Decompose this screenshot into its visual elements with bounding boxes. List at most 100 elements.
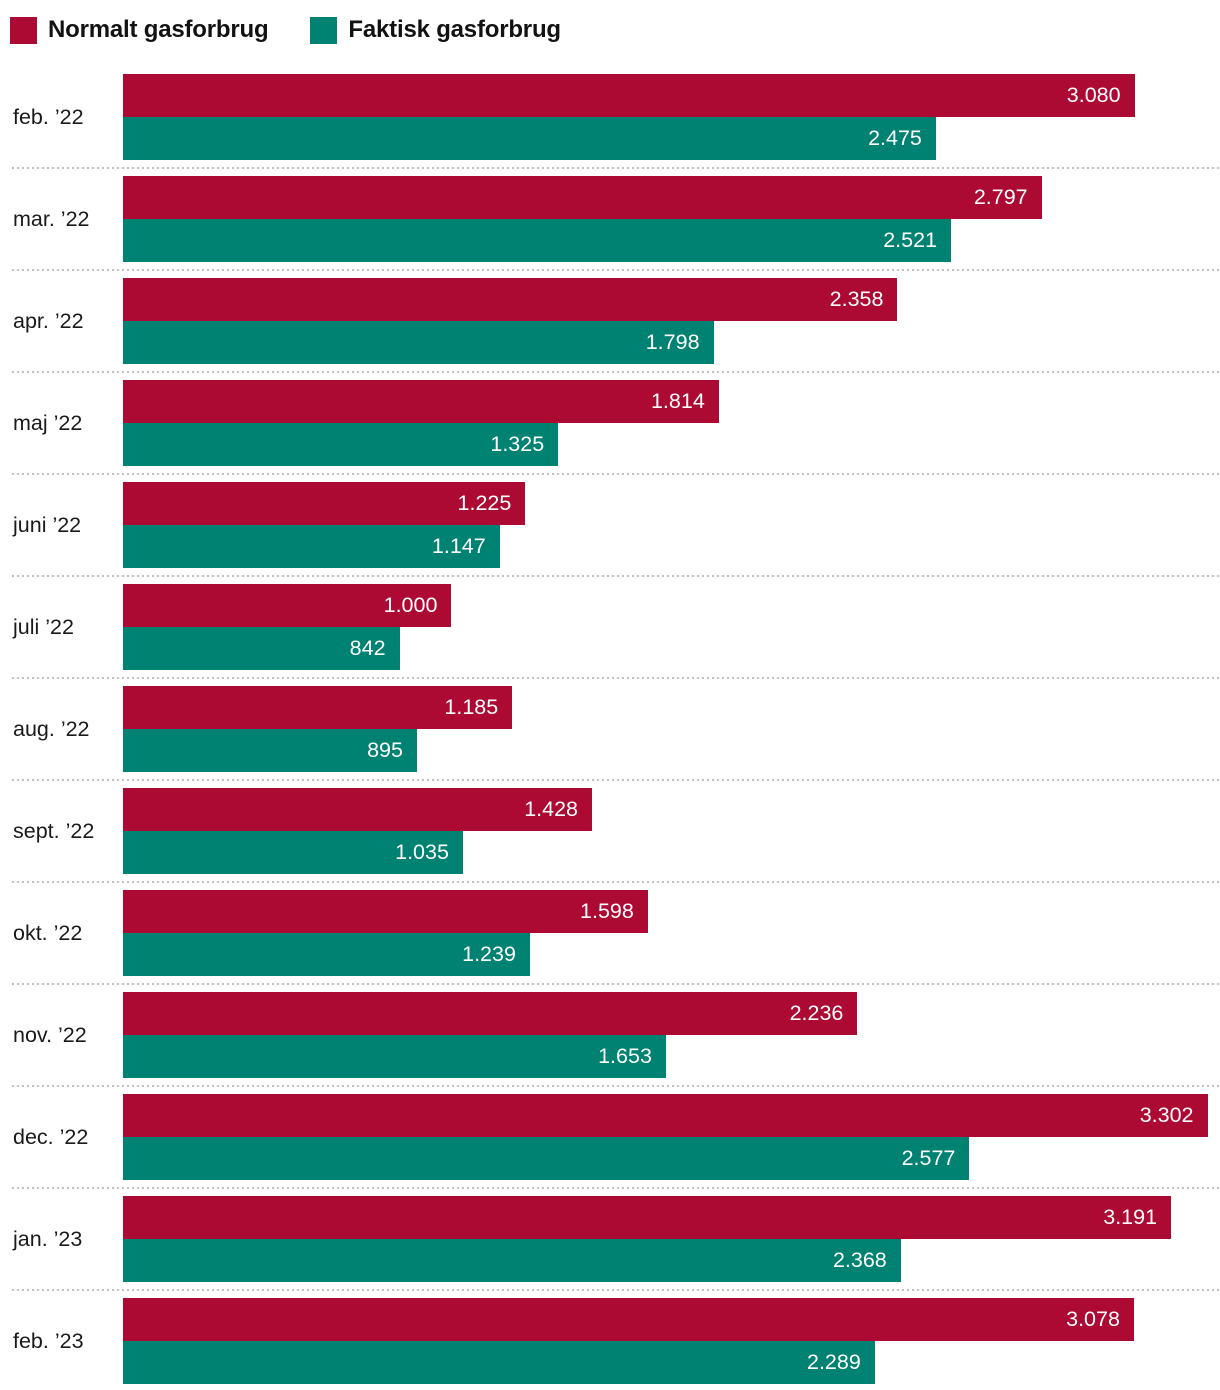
value-label: 895 bbox=[367, 738, 403, 762]
chart-row: mar. ’22 2.797 2.521 bbox=[0, 176, 1220, 262]
value-label: 2.521 bbox=[883, 228, 937, 252]
row-separator bbox=[12, 1187, 1220, 1189]
category-label: dec. ’22 bbox=[13, 1124, 89, 1149]
value-label: 2.236 bbox=[789, 1001, 844, 1025]
value-label: 1.239 bbox=[462, 942, 516, 966]
chart-row: jan. ’23 3.191 2.368 bbox=[0, 1196, 1220, 1282]
value-label: 1.325 bbox=[490, 432, 545, 456]
bar-normalt-gasforbrug: 1.428 bbox=[123, 788, 593, 831]
bar-faktisk-gasforbrug: 1.325 bbox=[123, 423, 559, 466]
value-label: 2.368 bbox=[832, 1248, 887, 1272]
row-separator bbox=[12, 269, 1220, 271]
row-separator bbox=[12, 1289, 1220, 1291]
bar-normalt-gasforbrug: 2.236 bbox=[123, 992, 858, 1035]
bar-normalt-gasforbrug: 1.185 bbox=[123, 686, 513, 729]
bar-normalt-gasforbrug: 1.000 bbox=[123, 584, 452, 627]
row-separator bbox=[12, 1085, 1220, 1087]
value-label: 1.035 bbox=[395, 840, 449, 864]
category-label: aug. ’22 bbox=[13, 716, 90, 741]
value-label: 3.191 bbox=[1103, 1205, 1158, 1229]
value-label: 1.814 bbox=[650, 389, 705, 413]
value-label: 842 bbox=[349, 636, 386, 660]
row-separator bbox=[12, 473, 1220, 475]
bar-group: 3.191 2.368 bbox=[123, 1196, 1220, 1282]
value-label: 1.653 bbox=[598, 1044, 652, 1068]
bar-normalt-gasforbrug: 3.191 bbox=[123, 1196, 1172, 1239]
bar-faktisk-gasforbrug: 2.577 bbox=[123, 1137, 970, 1180]
chart-row: maj ’22 1.814 1.325 bbox=[0, 380, 1220, 466]
bar-group: 3.080 2.475 bbox=[123, 74, 1220, 160]
bar-faktisk-gasforbrug: 1.147 bbox=[123, 525, 500, 568]
bar-chart: feb. ’22 3.080 2.475 mar. ’22 2.797 2.521 apr.… bbox=[0, 74, 1220, 1384]
bar-faktisk-gasforbrug: 2.521 bbox=[123, 219, 951, 262]
row-separator bbox=[12, 167, 1220, 169]
chart-row: nov. ’22 2.236 1.653 bbox=[0, 992, 1220, 1078]
chart-row: juli ’22 1.000 842 bbox=[0, 584, 1220, 670]
row-separator bbox=[12, 677, 1220, 679]
value-label: 3.080 bbox=[1066, 83, 1121, 107]
chart-row: sept. ’22 1.428 1.035 bbox=[0, 788, 1220, 874]
value-label: 1.225 bbox=[457, 491, 512, 515]
category-label: maj ’22 bbox=[13, 410, 83, 435]
chart-row: apr. ’22 2.358 1.798 bbox=[0, 278, 1220, 364]
category-label: feb. ’23 bbox=[13, 1328, 84, 1353]
bar-faktisk-gasforbrug: 2.289 bbox=[123, 1341, 875, 1384]
bar-group: 1.185 895 bbox=[123, 686, 1220, 772]
value-label: 1.598 bbox=[580, 899, 634, 923]
chart-row: dec. ’22 3.302 2.577 bbox=[0, 1094, 1220, 1180]
chart-row: aug. ’22 1.185 895 bbox=[0, 686, 1220, 772]
bar-group: 1.428 1.035 bbox=[123, 788, 1220, 874]
bar-normalt-gasforbrug: 3.078 bbox=[123, 1298, 1134, 1341]
value-label: 3.078 bbox=[1066, 1307, 1120, 1331]
legend-swatch-normalt-icon bbox=[10, 16, 37, 44]
category-label: nov. ’22 bbox=[13, 1022, 87, 1047]
legend-item-normalt: Normalt gasforbrug bbox=[10, 16, 269, 44]
bar-group: 1.000 842 bbox=[123, 584, 1220, 670]
bar-group: 2.358 1.798 bbox=[123, 278, 1220, 364]
bar-group: 2.797 2.521 bbox=[123, 176, 1220, 262]
value-label: 1.428 bbox=[524, 797, 579, 821]
category-label: sept. ’22 bbox=[13, 818, 95, 843]
bar-normalt-gasforbrug: 2.797 bbox=[123, 176, 1042, 219]
chart-row: okt. ’22 1.598 1.239 bbox=[0, 890, 1220, 976]
value-label: 2.797 bbox=[973, 185, 1028, 209]
row-separator bbox=[12, 983, 1220, 985]
bar-faktisk-gasforbrug: 1.798 bbox=[123, 321, 714, 364]
bar-faktisk-gasforbrug: 895 bbox=[123, 729, 417, 772]
bar-faktisk-gasforbrug: 2.368 bbox=[123, 1239, 901, 1282]
value-label: 2.358 bbox=[829, 287, 884, 311]
category-label: juni ’22 bbox=[13, 512, 82, 537]
chart-legend: Normalt gasforbrug Faktisk gasforbrug bbox=[0, 0, 1220, 48]
chart-row: juni ’22 1.225 1.147 bbox=[0, 482, 1220, 568]
category-label: juli ’22 bbox=[13, 614, 74, 639]
bar-faktisk-gasforbrug: 842 bbox=[123, 627, 400, 670]
bar-group: 1.225 1.147 bbox=[123, 482, 1220, 568]
value-label: 1.185 bbox=[444, 695, 499, 719]
legend-label-normalt: Normalt gasforbrug bbox=[48, 16, 269, 43]
bar-faktisk-gasforbrug: 2.475 bbox=[123, 117, 936, 160]
bar-group: 3.078 2.289 bbox=[123, 1298, 1220, 1384]
value-label: 2.577 bbox=[901, 1146, 956, 1170]
bar-faktisk-gasforbrug: 1.239 bbox=[123, 933, 530, 976]
chart-row: feb. ’23 3.078 2.289 bbox=[0, 1298, 1220, 1384]
bar-faktisk-gasforbrug: 1.653 bbox=[123, 1035, 666, 1078]
value-label: 3.302 bbox=[1139, 1103, 1194, 1127]
row-separator bbox=[12, 575, 1220, 577]
bar-faktisk-gasforbrug: 1.035 bbox=[123, 831, 463, 874]
bar-normalt-gasforbrug: 3.302 bbox=[123, 1094, 1208, 1137]
value-label: 2.475 bbox=[868, 126, 922, 150]
row-separator bbox=[12, 371, 1220, 373]
legend-swatch-faktisk-icon bbox=[310, 16, 338, 44]
value-label: 1.147 bbox=[431, 534, 486, 558]
bar-normalt-gasforbrug: 1.225 bbox=[123, 482, 526, 525]
row-separator bbox=[12, 881, 1220, 883]
bar-group: 1.598 1.239 bbox=[123, 890, 1220, 976]
bar-normalt-gasforbrug: 2.358 bbox=[123, 278, 898, 321]
bar-group: 1.814 1.325 bbox=[123, 380, 1220, 466]
category-label: apr. ’22 bbox=[13, 308, 84, 333]
chart-row: feb. ’22 3.080 2.475 bbox=[0, 74, 1220, 160]
legend-label-faktisk: Faktisk gasforbrug bbox=[348, 16, 561, 43]
value-label: 2.289 bbox=[806, 1350, 861, 1374]
bar-normalt-gasforbrug: 3.080 bbox=[123, 74, 1135, 117]
row-separator bbox=[12, 779, 1220, 781]
